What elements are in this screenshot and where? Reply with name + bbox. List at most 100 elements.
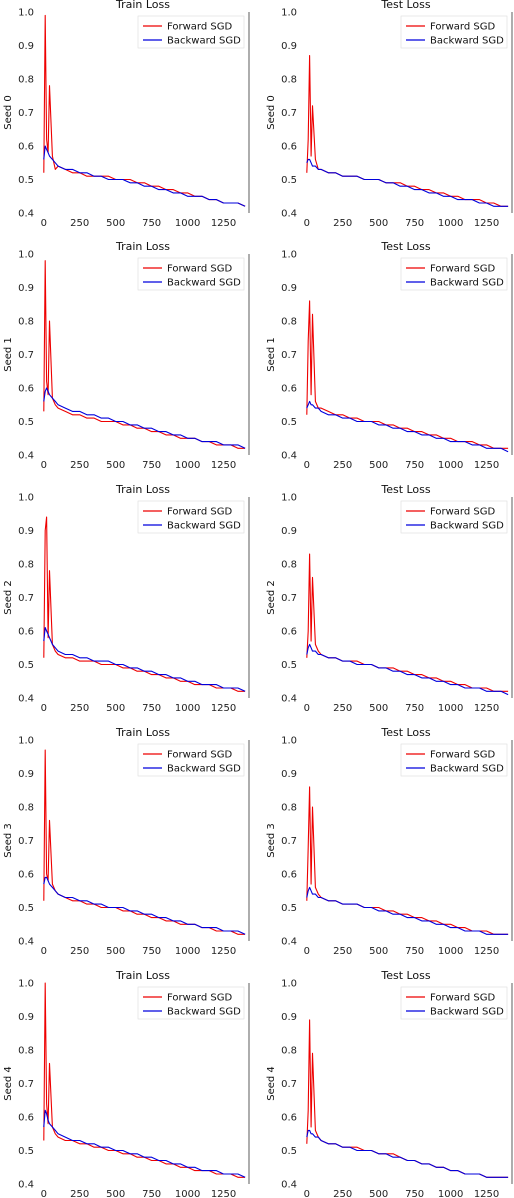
series-line-backward: [306, 158, 509, 207]
x-tick-label: 1000: [438, 460, 463, 471]
y-tick-label: 0.6: [281, 627, 297, 638]
y-tick-label: 1.0: [18, 250, 34, 261]
y-tick-label: 0.4: [281, 1180, 297, 1191]
legend-label: Forward SGD: [430, 993, 495, 1004]
legend-box: [400, 743, 508, 777]
x-tick-label: 0: [41, 703, 47, 714]
legend-box: [400, 500, 508, 534]
series-line-backward: [43, 627, 246, 692]
legend-label: Backward SGD: [430, 36, 504, 47]
legend-label: Backward SGD: [167, 1007, 241, 1018]
y-tick-label: 0.8: [18, 1046, 34, 1057]
y-tick-label: 0.5: [18, 175, 34, 186]
x-tick-label: 1250: [474, 460, 499, 471]
series-line-backward: [306, 886, 509, 935]
y-tick-label: 0.8: [18, 803, 34, 814]
legend-label: Backward SGD: [167, 521, 241, 532]
y-tick-label: 1.0: [281, 979, 297, 990]
y-tick-label: 0.8: [281, 560, 297, 571]
x-tick-label: 1000: [438, 703, 463, 714]
y-tick-label: 0.5: [281, 417, 297, 428]
x-tick-label: 750: [405, 946, 424, 957]
y-tick-label: 0.7: [281, 350, 297, 361]
y-tick-label: 0.5: [18, 1146, 34, 1157]
chart-panel-7: Test Loss Seed 3 0.4 0.5 0.6 0.7 0.8 0.9 1.0 0 250…: [266, 726, 513, 957]
y-tick-label: 0.5: [281, 175, 297, 186]
y-tick-label: 0.6: [281, 142, 297, 153]
x-tick-label: 750: [142, 703, 161, 714]
legend-label: Forward SGD: [430, 264, 495, 275]
x-tick-label: 0: [304, 460, 310, 471]
chart-panel-4: Train Loss Seed 2 0.4 0.5 0.6 0.7 0.8 0.9 1.0 0 25…: [3, 483, 250, 714]
x-tick-label: 250: [333, 1189, 352, 1198]
chart-title: Test Loss: [380, 969, 431, 982]
x-tick-label: 750: [405, 703, 424, 714]
y-axis-label: Seed 4: [266, 1066, 277, 1101]
legend-label: Backward SGD: [167, 278, 241, 289]
chart-panel-6: Train Loss Seed 3 0.4 0.5 0.6 0.7 0.8 0.9 1.0 0 25…: [3, 726, 250, 957]
y-tick-label: 0.9: [18, 283, 34, 294]
chart-panel-3: Test Loss Seed 1 0.4 0.5 0.6 0.7 0.8 0.9 1.0 0 250…: [266, 240, 513, 471]
y-tick-label: 0.6: [281, 870, 297, 881]
legend-label: Forward SGD: [167, 264, 232, 275]
y-tick-label: 0.4: [18, 937, 34, 948]
series-line-forward: [306, 786, 509, 935]
y-tick-label: 1.0: [281, 736, 297, 747]
x-tick-label: 250: [333, 460, 352, 471]
legend-box: [400, 257, 508, 291]
chart-panel-2: Train Loss Seed 1 0.4 0.5 0.6 0.7 0.8 0.9 1.0 0 25…: [3, 240, 250, 471]
y-tick-label: 0.5: [18, 903, 34, 914]
y-tick-label: 0.4: [18, 1180, 34, 1191]
legend-label: Backward SGD: [430, 278, 504, 289]
y-tick-label: 0.5: [281, 660, 297, 671]
x-tick-label: 0: [41, 460, 47, 471]
y-tick-label: 0.7: [18, 108, 34, 119]
x-tick-label: 250: [70, 1189, 89, 1198]
x-tick-label: 1250: [474, 1189, 499, 1198]
y-axis-label: Seed 2: [3, 580, 14, 615]
legend-label: Backward SGD: [430, 521, 504, 532]
legend-label: Backward SGD: [430, 1007, 504, 1018]
x-tick-label: 1000: [175, 1189, 200, 1198]
legend-box: [400, 986, 508, 1020]
y-tick-label: 0.7: [18, 350, 34, 361]
x-tick-label: 750: [142, 946, 161, 957]
y-tick-label: 0.7: [18, 836, 34, 847]
legend-label: Forward SGD: [167, 993, 232, 1004]
y-axis-label: Seed 2: [266, 580, 277, 615]
y-tick-label: 0.6: [18, 1113, 34, 1124]
x-tick-label: 250: [70, 460, 89, 471]
x-tick-label: 500: [369, 460, 388, 471]
y-tick-label: 0.7: [18, 1079, 34, 1090]
y-tick-label: 0.6: [281, 1113, 297, 1124]
y-tick-label: 0.8: [281, 75, 297, 86]
x-tick-label: 1000: [438, 218, 463, 229]
y-tick-label: 0.5: [18, 660, 34, 671]
legend-label: Forward SGD: [167, 507, 232, 518]
chart-title: Test Loss: [380, 0, 431, 11]
legend-label: Forward SGD: [167, 22, 232, 33]
y-axis-label: Seed 1: [266, 337, 277, 372]
y-tick-label: 0.9: [281, 1012, 297, 1023]
series-line-forward: [43, 749, 246, 935]
x-tick-label: 1250: [474, 946, 499, 957]
x-tick-label: 500: [106, 218, 125, 229]
x-tick-label: 0: [41, 218, 47, 229]
x-tick-label: 0: [304, 1189, 310, 1198]
x-tick-label: 750: [142, 460, 161, 471]
x-tick-label: 750: [142, 218, 161, 229]
y-tick-label: 0.9: [18, 41, 34, 52]
y-axis-label: Seed 3: [3, 823, 14, 858]
x-tick-label: 1250: [474, 218, 499, 229]
y-tick-label: 0.6: [18, 142, 34, 153]
x-tick-label: 250: [70, 703, 89, 714]
legend-box: [400, 15, 508, 49]
y-tick-label: 0.6: [18, 627, 34, 638]
chart-panel-1: Test Loss Seed 0 0.4 0.5 0.6 0.7 0.8 0.9 1.0 0 250…: [266, 0, 513, 229]
x-tick-label: 250: [333, 218, 352, 229]
y-tick-label: 0.8: [281, 1046, 297, 1057]
x-tick-label: 1000: [438, 946, 463, 957]
series-line-backward: [43, 1109, 246, 1178]
chart-title: Test Loss: [380, 726, 431, 739]
